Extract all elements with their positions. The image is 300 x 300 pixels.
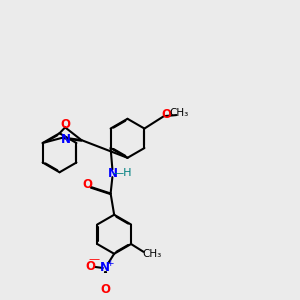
Text: O: O (162, 108, 172, 121)
Text: N: N (61, 133, 71, 146)
Text: O: O (61, 118, 70, 131)
Text: N: N (107, 167, 117, 180)
Text: CH₃: CH₃ (143, 249, 162, 259)
Text: +: + (106, 259, 114, 268)
Text: CH₃: CH₃ (169, 108, 188, 118)
Text: O: O (82, 178, 93, 191)
Text: —H: —H (112, 168, 132, 178)
Text: O: O (85, 260, 95, 273)
Text: —: — (88, 254, 100, 264)
Text: N: N (100, 262, 110, 275)
Text: O: O (100, 283, 110, 296)
